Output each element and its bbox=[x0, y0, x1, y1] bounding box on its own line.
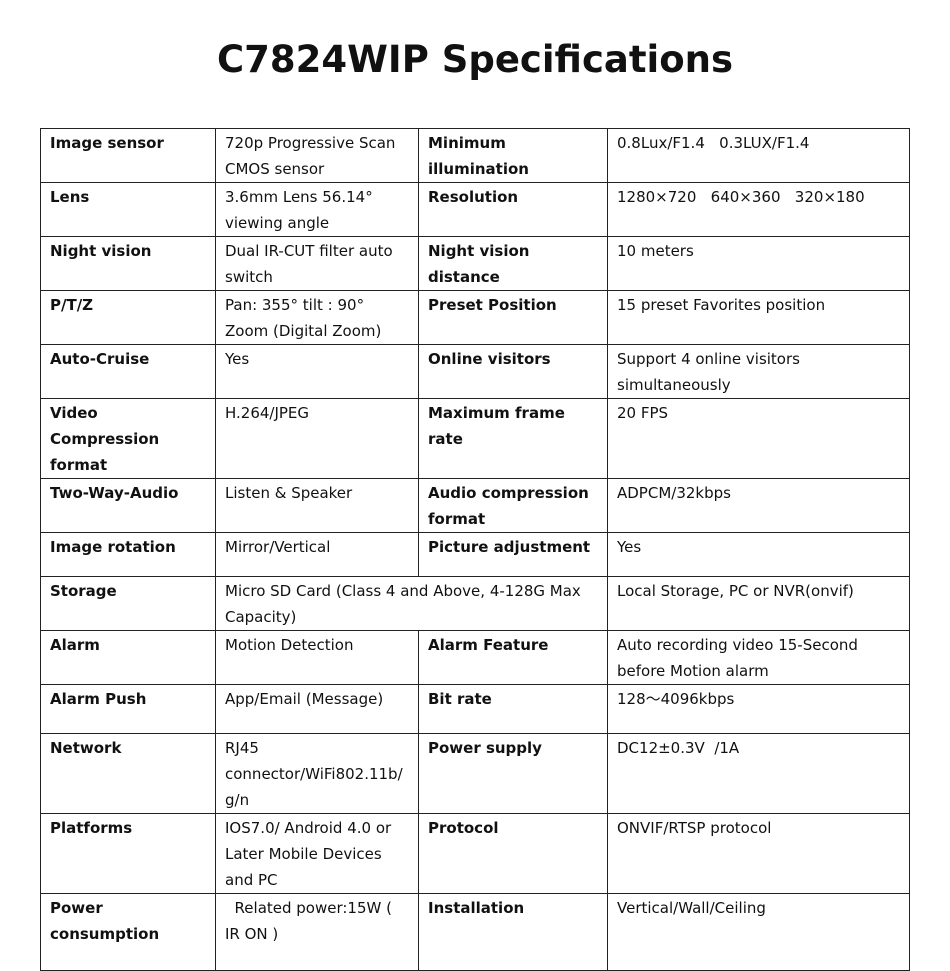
spec-table: Image sensor 720p Progressive Scan CMOS s… bbox=[40, 128, 910, 971]
table-cell: DC12±0.3V /1A bbox=[607, 733, 910, 814]
table-row: Network RJ45 connector/WiFi802.11b/g/n Pow… bbox=[40, 733, 910, 814]
table-cell: Alarm Push bbox=[40, 684, 216, 734]
table-row: Image sensor 720p Progressive Scan CMOS s… bbox=[40, 128, 910, 183]
table-cell: Picture adjustment bbox=[418, 532, 608, 577]
table-cell: 128～4096kbps bbox=[607, 684, 910, 734]
table-row: Two-Way-Audio Listen & Speaker Audio compr… bbox=[40, 478, 910, 533]
table-cell: Yes bbox=[607, 532, 910, 577]
table-cell: Power consumption bbox=[40, 893, 216, 971]
table-row: P/T/Z Pan: 355° tilt : 90° Zoom (Digital … bbox=[40, 290, 910, 345]
table-cell: 720p Progressive Scan CMOS sensor bbox=[215, 128, 419, 183]
table-cell: Lens bbox=[40, 182, 216, 237]
table-cell: Bit rate bbox=[418, 684, 608, 734]
table-cell: Auto-Cruise bbox=[40, 344, 216, 399]
table-cell: Installation bbox=[418, 893, 608, 971]
table-cell: Alarm Feature bbox=[418, 630, 608, 685]
table-cell: P/T/Z bbox=[40, 290, 216, 345]
table-cell: Resolution bbox=[418, 182, 608, 237]
table-cell: Audio compression format bbox=[418, 478, 608, 533]
table-cell: Minimum illumination bbox=[418, 128, 608, 183]
table-cell: Motion Detection bbox=[215, 630, 419, 685]
table-cell: RJ45 connector/WiFi802.11b/g/n bbox=[215, 733, 419, 814]
table-cell: ADPCM/32kbps bbox=[607, 478, 910, 533]
table-cell: 20 FPS bbox=[607, 398, 910, 479]
table-cell: 10 meters bbox=[607, 236, 910, 291]
table-row: Video Compression format H.264/JPEG Maximu… bbox=[40, 398, 910, 479]
table-cell: IOS7.0/ Android 4.0 or Later Mobile Devi… bbox=[215, 813, 419, 894]
table-cell: Support 4 online visitors simultaneously bbox=[607, 344, 910, 399]
table-cell: Storage bbox=[40, 576, 216, 631]
table-cell: Network bbox=[40, 733, 216, 814]
table-cell: Night vision bbox=[40, 236, 216, 291]
table-row: Auto-Cruise Yes Online visitors Support 4 o… bbox=[40, 344, 910, 399]
table-cell: Two-Way-Audio bbox=[40, 478, 216, 533]
table-cell: Platforms bbox=[40, 813, 216, 894]
table-cell: Vertical/Wall/Ceiling bbox=[607, 893, 910, 971]
table-row: Lens 3.6mm Lens 56.14° viewing angle Resol… bbox=[40, 182, 910, 237]
table-cell: App/Email (Message) bbox=[215, 684, 419, 734]
table-row: Alarm Push App/Email (Message) Bit rate 128… bbox=[40, 684, 910, 734]
table-row: Night vision Dual IR-CUT filter auto swit… bbox=[40, 236, 910, 291]
table-cell: H.264/JPEG bbox=[215, 398, 419, 479]
table-row: Image rotation Mirror/Vertical Picture adj… bbox=[40, 532, 910, 577]
table-cell: Mirror/Vertical bbox=[215, 532, 419, 577]
table-cell: Micro SD Card (Class 4 and Above, 4-128G… bbox=[215, 576, 608, 631]
table-row: Platforms IOS7.0/ Android 4.0 or Later Mo… bbox=[40, 813, 910, 894]
table-row: Alarm Motion Detection Alarm Feature Auto r… bbox=[40, 630, 910, 685]
table-cell: Protocol bbox=[418, 813, 608, 894]
table-cell: Maximum frame rate bbox=[418, 398, 608, 479]
table-cell: Pan: 355° tilt : 90° Zoom (Digital Zoom) bbox=[215, 290, 419, 345]
table-cell: Listen & Speaker bbox=[215, 478, 419, 533]
table-cell: 3.6mm Lens 56.14° viewing angle bbox=[215, 182, 419, 237]
table-cell: Preset Position bbox=[418, 290, 608, 345]
table-cell: 1280×720 640×360 320×180 bbox=[607, 182, 910, 237]
table-cell: Related power:15W ( IR ON ) bbox=[215, 893, 419, 971]
table-cell: Video Compression format bbox=[40, 398, 216, 479]
table-cell: 0.8Lux/F1.4 0.3LUX/F1.4 bbox=[607, 128, 910, 183]
title: C7824WIP Specifications bbox=[216, 38, 734, 81]
table-cell: Auto recording video 15-Second before Mo… bbox=[607, 630, 910, 685]
table-cell: Image rotation bbox=[40, 532, 216, 577]
table-row: Power consumption Related power:15W ( IR… bbox=[40, 893, 910, 971]
table-cell: Yes bbox=[215, 344, 419, 399]
table-cell: Power supply bbox=[418, 733, 608, 814]
table-cell: ONVIF/RTSP protocol bbox=[607, 813, 910, 894]
table-cell: Alarm bbox=[40, 630, 216, 685]
table-cell: Image sensor bbox=[40, 128, 216, 183]
table-cell: 15 preset Favorites position bbox=[607, 290, 910, 345]
table-cell: Night vision distance bbox=[418, 236, 608, 291]
table-cell: Online visitors bbox=[418, 344, 608, 399]
table-row: Storage Micro SD Card (Class 4 and Above,… bbox=[40, 576, 910, 631]
table-cell: Dual IR-CUT filter auto switch bbox=[215, 236, 419, 291]
table-cell: Local Storage, PC or NVR(onvif) bbox=[607, 576, 910, 631]
